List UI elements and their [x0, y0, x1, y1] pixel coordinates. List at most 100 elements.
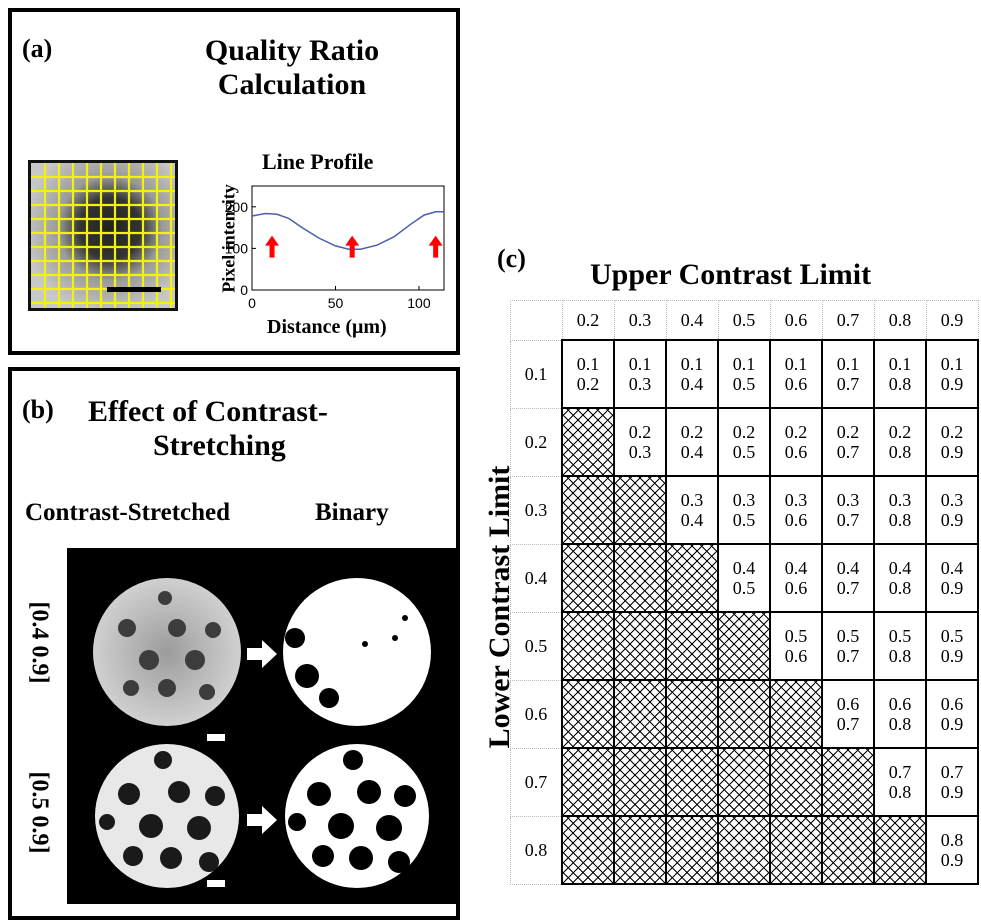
cell-lower-value: 0.5 — [940, 626, 964, 646]
limit-pair-cell: 0.4 0.9 — [925, 543, 979, 613]
limit-pair-cell: 0.2 0.7 — [821, 407, 875, 477]
cell-upper-value: 0.9 — [940, 578, 964, 598]
cell-lower-value: 0.7 — [940, 762, 964, 782]
panel-a-title-line1: Quality Ratio — [204, 34, 380, 67]
panel-a: (a) Quality Ratio Calculation — [8, 8, 460, 355]
hatched-invalid-cell — [769, 679, 823, 749]
hatched-invalid-cell — [561, 679, 615, 749]
row-label-2: [0.5 0.9] — [26, 771, 53, 854]
hatched-invalid-cell — [613, 747, 667, 817]
cell-lower-value: 0.2 — [680, 422, 704, 442]
binary-image-1 — [283, 578, 431, 726]
limit-pair-cell: 0.3 0.4 — [665, 475, 719, 545]
upper-limit-header: 0.9 — [925, 300, 979, 341]
upper-limit-header: 0.3 — [613, 300, 667, 341]
hatched-invalid-cell — [561, 475, 615, 545]
cell-upper-value: 0.8 — [888, 510, 912, 530]
panel-a-letter: (a) — [22, 34, 53, 63]
cell-lower-value: 0.5 — [888, 626, 912, 646]
limit-pair-cell: 0.1 0.6 — [769, 339, 823, 409]
cell-upper-value: 0.9 — [940, 442, 964, 462]
cell-upper-value: 0.6 — [784, 578, 808, 598]
limit-pair-cell: 0.1 0.7 — [821, 339, 875, 409]
hatched-invalid-cell — [821, 815, 875, 885]
cell-lower-value: 0.3 — [888, 490, 912, 510]
cell-lower-value: 0.1 — [940, 354, 964, 374]
cell-lower-value: 0.7 — [888, 762, 912, 782]
red-arrow-icon — [345, 235, 360, 258]
col-label-binary: Binary — [315, 499, 389, 526]
limit-pair-cell: 0.4 0.5 — [717, 543, 771, 613]
cell-lower-value: 0.3 — [836, 490, 860, 510]
limit-pair-cell: 0.4 0.6 — [769, 543, 823, 613]
lower-limit-header: 0.8 — [510, 815, 563, 885]
hatched-invalid-cell — [561, 407, 615, 477]
lower-limit-header: 0.4 — [510, 543, 563, 613]
hatched-invalid-cell — [613, 815, 667, 885]
limit-pair-cell: 0.6 0.7 — [821, 679, 875, 749]
cell-upper-value: 0.3 — [628, 442, 652, 462]
table-row: 0.7 0.7 0.8 0.7 0.9 — [510, 747, 979, 817]
lower-limit-header: 0.3 — [510, 475, 563, 545]
corner-cell — [510, 300, 563, 341]
cell-upper-value: 0.4 — [680, 442, 704, 462]
cell-upper-value: 0.2 — [576, 374, 600, 394]
cell-upper-value: 0.4 — [680, 510, 704, 530]
cell-lower-value: 0.5 — [784, 626, 808, 646]
cell-lower-value: 0.2 — [940, 422, 964, 442]
grid-overlay-image — [28, 160, 178, 311]
limit-pair-cell: 0.7 0.9 — [925, 747, 979, 817]
hatched-invalid-cell — [665, 679, 719, 749]
scale-bar — [107, 287, 161, 292]
cell-lower-value: 0.2 — [836, 422, 860, 442]
limit-pair-cell: 0.3 0.5 — [717, 475, 771, 545]
table-row: 0.4 0.4 0.5 0.4 0.6 0.4 0.7 0.4 0.8 0.4 0.9 — [510, 543, 979, 613]
cell-upper-value: 0.8 — [888, 646, 912, 666]
x-tick-label: 50 — [328, 295, 344, 311]
hatched-invalid-cell — [717, 747, 771, 817]
cell-upper-value: 0.9 — [940, 714, 964, 734]
cell-lower-value: 0.1 — [680, 354, 704, 374]
cell-upper-value: 0.9 — [940, 646, 964, 666]
table-row: 0.2 0.2 0.3 0.2 0.4 0.2 0.5 0.2 0.6 0.2 0.7 0.2 0.8 0… — [510, 407, 979, 477]
row-label-1: [0.4 0.9] — [26, 601, 53, 684]
panel-b: (b) Effect of Contrast- Stretching Contr… — [8, 367, 460, 920]
table-row: 0.8 0.8 0.9 — [510, 815, 979, 885]
cell-lower-value: 0.1 — [732, 354, 756, 374]
cell-upper-value: 0.7 — [836, 646, 860, 666]
limit-pair-cell: 0.3 0.8 — [873, 475, 927, 545]
hatched-invalid-cell — [665, 815, 719, 885]
y-tick-label: 0 — [240, 282, 248, 298]
hatched-invalid-cell — [717, 679, 771, 749]
hatched-invalid-cell — [665, 611, 719, 681]
scale-bar-1 — [207, 734, 225, 741]
col-label-contrast: Contrast-Stretched — [25, 499, 231, 526]
cell-lower-value: 0.5 — [836, 626, 860, 646]
cell-lower-value: 0.1 — [784, 354, 808, 374]
contrast-limit-table: 0.2 0.3 0.4 0.5 0.6 0.7 0.8 0.9 0.1 0.1 0.2 0.1 0.3 0… — [510, 300, 979, 885]
lower-limit-header: 0.5 — [510, 611, 563, 681]
table-row: 0.6 0.6 0.7 0.6 0.8 0.6 0.9 — [510, 679, 979, 749]
cell-lower-value: 0.4 — [940, 558, 964, 578]
hatched-invalid-cell — [561, 611, 615, 681]
limit-pair-cell: 0.5 0.7 — [821, 611, 875, 681]
cell-lower-value: 0.1 — [628, 354, 652, 374]
limit-pair-cell: 0.2 0.8 — [873, 407, 927, 477]
hatched-invalid-cell — [613, 475, 667, 545]
lower-limit-header: 0.7 — [510, 747, 563, 817]
hatched-invalid-cell — [717, 611, 771, 681]
cell-upper-value: 0.6 — [784, 442, 808, 462]
cell-upper-value: 0.9 — [940, 850, 964, 870]
arrow-1-icon — [247, 640, 277, 668]
hatched-invalid-cell — [665, 543, 719, 613]
limit-pair-cell: 0.6 0.8 — [873, 679, 927, 749]
x-tick-label: 100 — [407, 295, 431, 311]
y-tick-label: 100 — [225, 240, 249, 256]
cell-lower-value: 0.6 — [836, 694, 860, 714]
limit-pair-cell: 0.4 0.7 — [821, 543, 875, 613]
cell-lower-value: 0.3 — [732, 490, 756, 510]
limit-pair-cell: 0.3 0.7 — [821, 475, 875, 545]
cell-upper-value: 0.6 — [784, 374, 808, 394]
limit-pair-cell: 0.6 0.9 — [925, 679, 979, 749]
cell-upper-value: 0.7 — [836, 578, 860, 598]
